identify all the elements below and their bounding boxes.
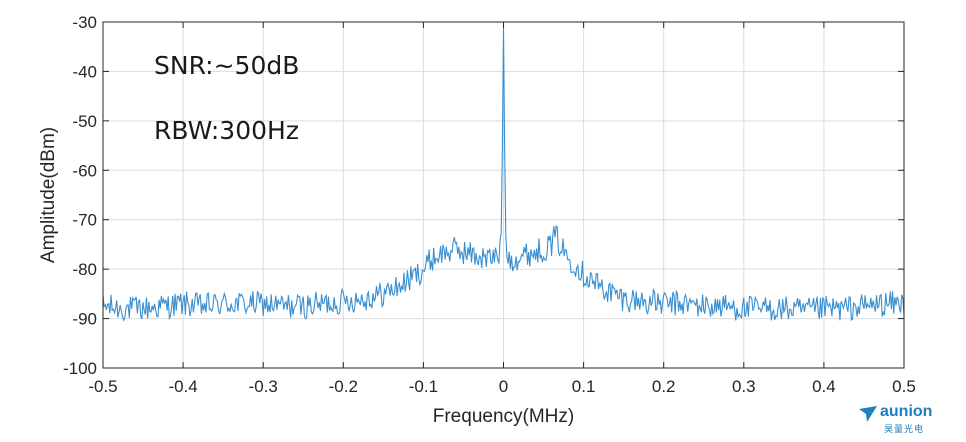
logo-arrow-icon bbox=[859, 406, 877, 422]
y-tick-label: -90 bbox=[72, 310, 97, 329]
y-tick-label: -70 bbox=[72, 211, 97, 230]
snr-annotation: SNR:~50dB bbox=[154, 51, 299, 80]
y-axis-label: Amplitude(dBm) bbox=[38, 127, 59, 263]
y-tick-label: -50 bbox=[72, 112, 97, 131]
logo-subtitle: 昊量光电 bbox=[884, 425, 925, 435]
x-tick-label: 0.2 bbox=[652, 377, 676, 396]
x-tick-label: 0 bbox=[499, 377, 508, 396]
x-tick-label: -0.3 bbox=[249, 377, 278, 396]
x-tick-label: -0.1 bbox=[409, 377, 438, 396]
logo-name: aunion bbox=[880, 403, 933, 420]
x-tick-label: -0.2 bbox=[329, 377, 358, 396]
tick-layer: -0.5 -0.4 -0.3 -0.2 -0.1 0 0.1 0.2 0.3 0.4 0.5 -100… bbox=[63, 13, 916, 396]
x-tick-label: 0.1 bbox=[572, 377, 596, 396]
x-tick-label: 0.3 bbox=[732, 377, 756, 396]
y-tick-label: -60 bbox=[72, 161, 97, 180]
x-tick-label: 0.4 bbox=[812, 377, 836, 396]
x-axis-label: Frequency(MHz) bbox=[433, 406, 574, 427]
x-tick-label: 0.5 bbox=[892, 377, 916, 396]
x-tick-label: -0.4 bbox=[168, 377, 197, 396]
y-tick-label: -30 bbox=[72, 13, 97, 32]
y-tick-label: -80 bbox=[72, 260, 97, 279]
y-tick-label: -100 bbox=[63, 359, 97, 378]
aunion-logo: aunion 昊量光电 bbox=[858, 403, 962, 439]
rbw-annotation: RBW:300Hz bbox=[154, 116, 299, 145]
x-tick-label: -0.5 bbox=[88, 377, 117, 396]
y-tick-label: -40 bbox=[72, 62, 97, 81]
